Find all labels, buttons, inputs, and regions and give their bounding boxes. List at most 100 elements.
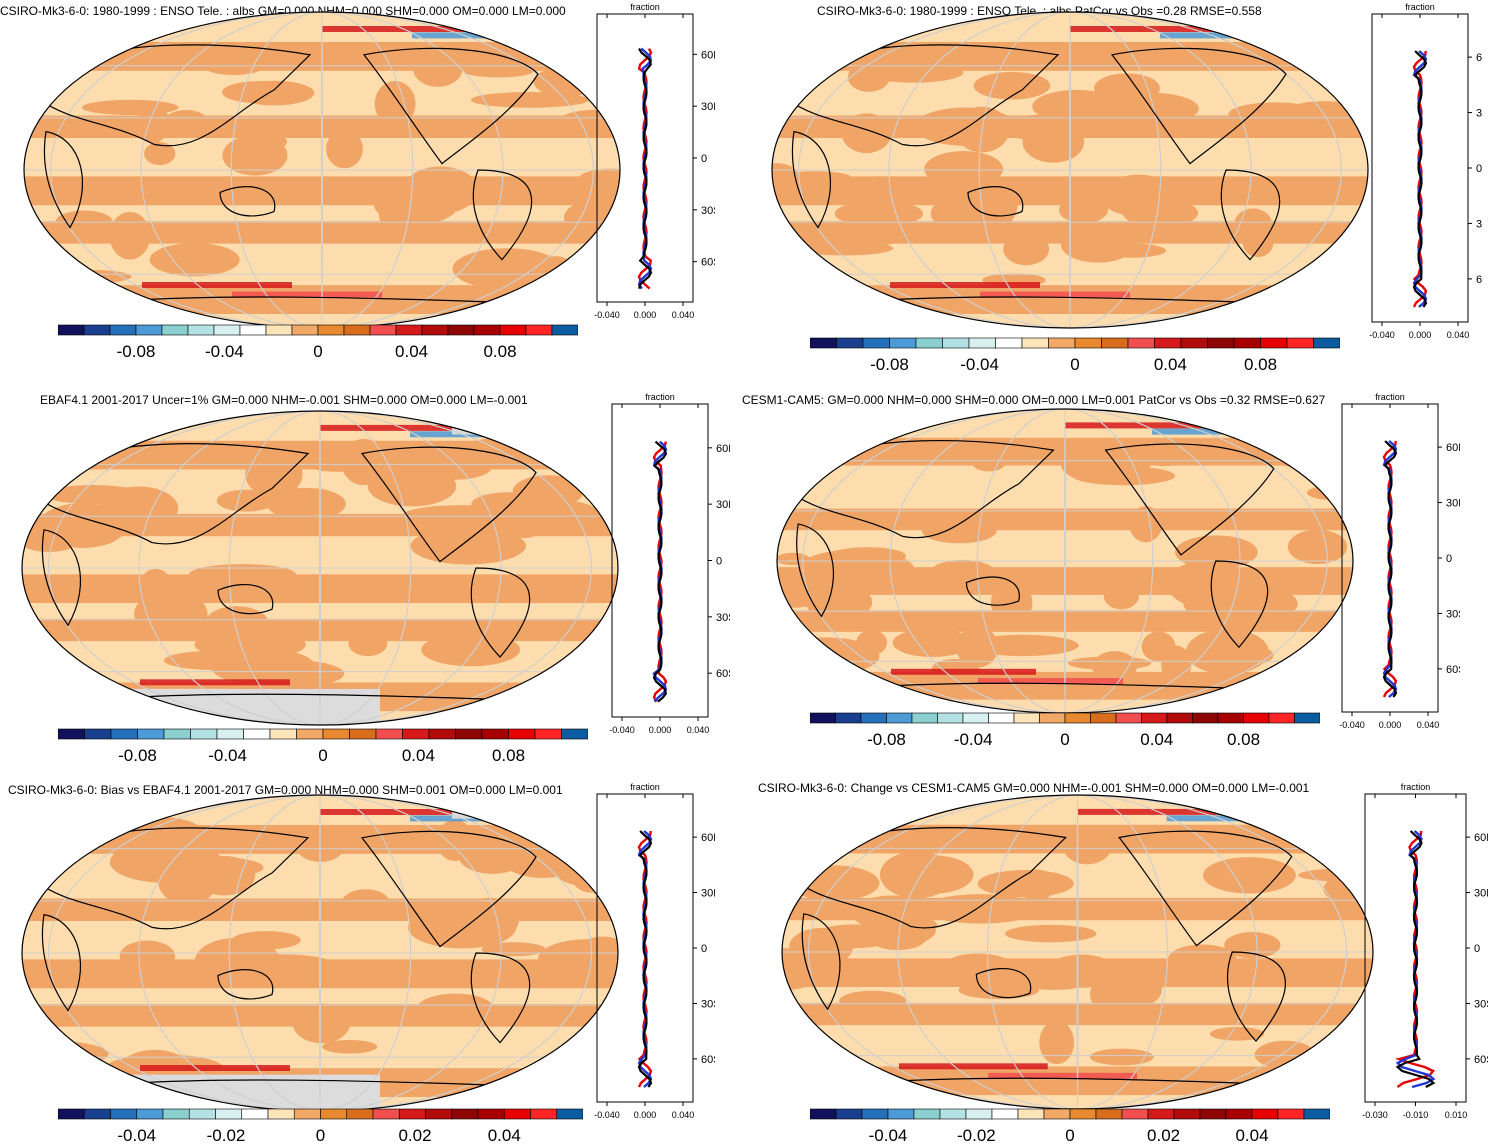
colorbar-box — [455, 728, 483, 740]
colorbar-box — [1154, 337, 1182, 349]
anomaly-patch — [585, 936, 618, 950]
zonal-mean-plot: fraction 60N 30N 0 30S 60S -0.040 0.000 0.040 — [609, 392, 730, 735]
anomaly-patch — [786, 964, 896, 981]
colorbar-box — [942, 337, 970, 349]
anomaly-patch — [1202, 857, 1296, 894]
continent-outline — [965, 576, 1020, 606]
anomaly-patch — [841, 113, 892, 154]
anomaly-patch — [1129, 506, 1163, 543]
map — [776, 408, 1354, 714]
colorbar-tick-label: 0.02 — [398, 1126, 431, 1145]
graticule — [777, 409, 1353, 713]
lat-tick-label: 60S — [1446, 664, 1460, 676]
colorbar-box — [239, 324, 267, 336]
anomaly-patch — [24, 42, 63, 64]
colorbar-box — [477, 1108, 505, 1120]
colorbar-box — [1141, 712, 1168, 724]
polar-anomaly — [1070, 26, 1220, 32]
lat-tick-label: 6 — [1476, 274, 1482, 286]
continent-outline — [967, 186, 1024, 217]
lat-tick-label: 0 — [1446, 553, 1452, 565]
colorbar-tick-label: 0 — [1065, 1126, 1074, 1145]
colorbar-tick-label: -0.04 — [869, 1126, 908, 1145]
colorbar-box — [161, 324, 189, 336]
colorbar-box — [110, 1108, 138, 1120]
anomaly-patch — [416, 454, 492, 480]
anomaly-patch — [500, 498, 599, 530]
colorbar-box — [860, 712, 887, 724]
colorbar-box — [322, 728, 350, 740]
colorbar-box — [968, 337, 996, 349]
colorbar-box — [1039, 712, 1066, 724]
colorbar-box — [1180, 337, 1208, 349]
anomaly-patch — [1185, 628, 1269, 675]
colorbar-box — [421, 324, 449, 336]
anomaly-patch — [772, 269, 845, 282]
colorbar-box — [1199, 1108, 1227, 1120]
colorbar-tick-label: 0.08 — [492, 746, 525, 765]
continent-outline — [787, 44, 1060, 147]
colorbar-box — [110, 728, 138, 740]
continent-outline — [217, 583, 274, 615]
colorbar-box — [835, 1108, 863, 1120]
colorbar-box — [135, 324, 163, 336]
colorbar-box — [551, 324, 578, 336]
map — [21, 410, 619, 726]
graticule — [22, 411, 618, 725]
anomaly-patch — [348, 631, 388, 657]
lat-tick-label: 3 — [1476, 218, 1482, 230]
anomaly-patch — [929, 559, 996, 586]
polar-anomaly — [1152, 428, 1297, 435]
polar-anomaly — [320, 424, 470, 431]
colorbar: -0.04 -0.02 0 0.02 0.04 — [810, 1108, 1330, 1145]
colorbar-box — [534, 728, 562, 740]
colorbar-tick-label: -0.08 — [118, 746, 157, 765]
colorbar-box — [395, 324, 423, 336]
anomaly-patch — [292, 1003, 351, 1044]
colorbar: -0.08 -0.04 0 0.04 0.08 — [810, 337, 1340, 374]
anomaly-patch — [421, 633, 521, 667]
colorbar-tick-label: -0.04 — [960, 355, 999, 374]
lat-tick-label: 0 — [1476, 163, 1482, 175]
x-tick-label: 0.040 — [672, 310, 695, 320]
lat-tick-label: 30N — [1474, 888, 1488, 900]
zonal-mean-line — [1412, 50, 1428, 308]
colorbar-box — [1313, 337, 1340, 349]
colorbar-box — [995, 337, 1023, 349]
continent-outline — [360, 446, 537, 563]
colorbar-box — [269, 728, 297, 740]
anomaly-patch — [1254, 1040, 1316, 1069]
lat-tick-label: 60N — [1474, 832, 1488, 844]
lat-tick-label: 3 — [1476, 108, 1482, 120]
colorbar-box — [375, 728, 403, 740]
colorbar-box — [84, 728, 112, 740]
colorbar-box — [187, 324, 215, 336]
colorbar-box — [1074, 337, 1102, 349]
zonal-label: fraction — [645, 392, 675, 402]
polar-anomaly — [140, 1065, 290, 1071]
colorbar-box — [1251, 1108, 1279, 1120]
colorbar-box — [213, 324, 241, 336]
colorbar-box — [58, 324, 85, 336]
colorbar-box — [163, 728, 191, 740]
colorbar-box — [508, 728, 536, 740]
continent-outline — [1220, 169, 1281, 261]
map-field — [772, 12, 1368, 328]
colorbar: -0.04 -0.02 0 0.02 0.04 — [58, 1108, 583, 1145]
zonal-mean-line — [638, 48, 653, 289]
colorbar-box — [1225, 1108, 1253, 1120]
anomaly-patch — [460, 897, 520, 940]
colorbar-box — [499, 324, 527, 336]
colorbar-box — [835, 712, 862, 724]
polar-anomaly — [1077, 808, 1227, 815]
anomaly-patch — [24, 253, 79, 295]
polar-anomaly — [1065, 422, 1210, 429]
anomaly-patch — [216, 489, 276, 512]
anomaly-patch — [149, 243, 240, 277]
colorbar-box — [58, 1108, 85, 1120]
zonal-label: fraction — [1375, 392, 1405, 402]
anomaly-patch — [49, 269, 132, 284]
anomaly-patch — [782, 948, 826, 991]
panel-1: CSIRO-Mk3-6-0: 1980-1999 : ENSO Tele. : … — [0, 0, 745, 380]
lat-tick-label: 30N — [1446, 498, 1460, 510]
